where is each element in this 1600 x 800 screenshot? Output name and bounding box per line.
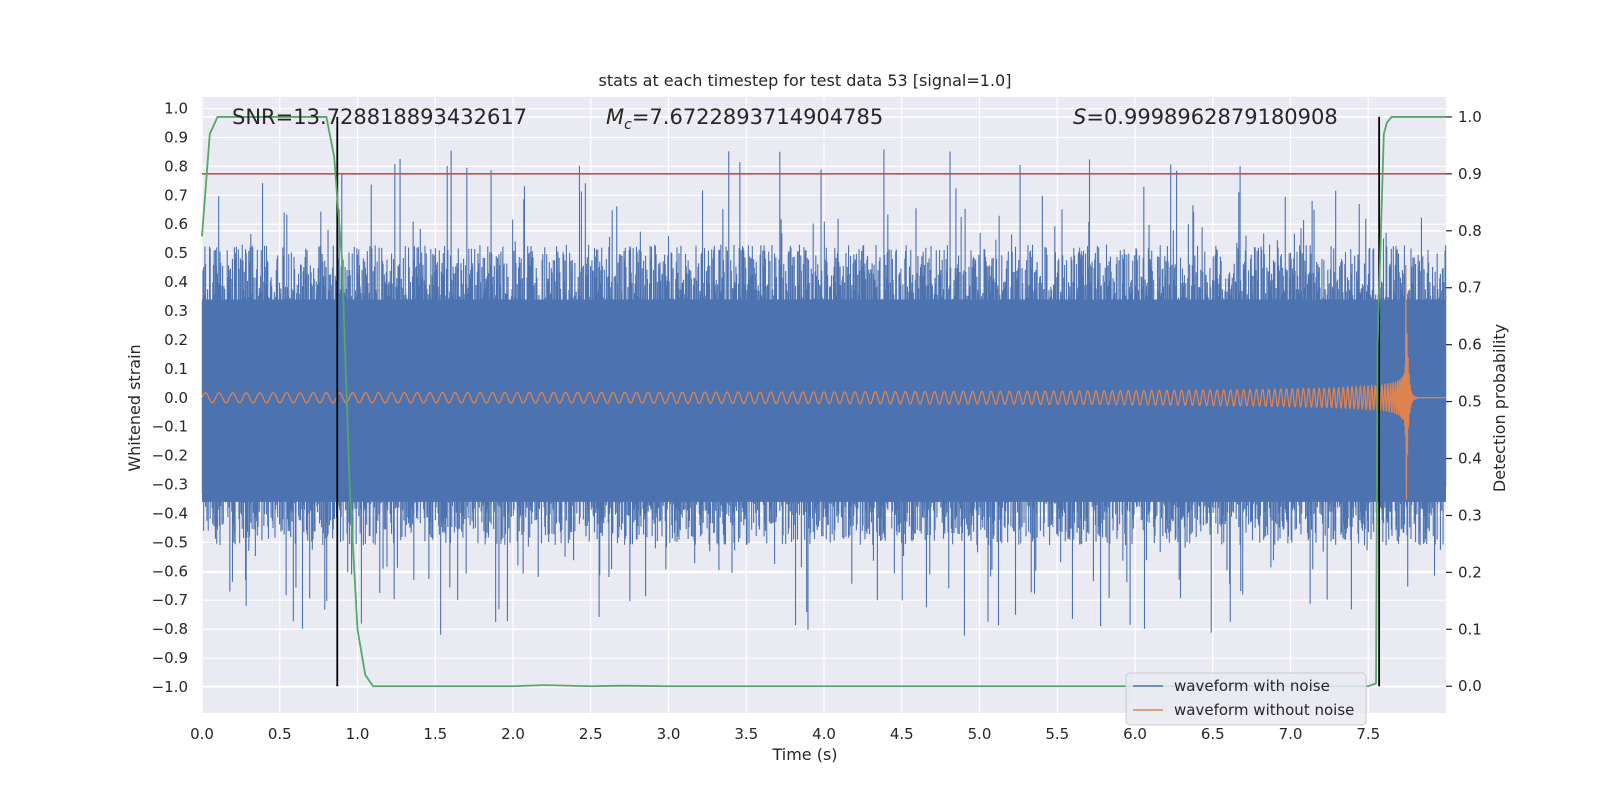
x-tick-label: 0.5 xyxy=(268,725,292,743)
y-tick-label: 0.8 xyxy=(164,157,188,175)
mc-subscript: c xyxy=(624,117,632,133)
x-axis-label: Time (s) xyxy=(771,745,837,764)
y-tick-label: −0.2 xyxy=(152,447,188,465)
x-tick-label: 7.5 xyxy=(1356,725,1380,743)
x-tick-label: 6.5 xyxy=(1201,725,1225,743)
y2-tick-label: 0.9 xyxy=(1458,165,1482,183)
y2-tick-label: 0.2 xyxy=(1458,563,1482,581)
series-detection-probability xyxy=(201,116,1446,688)
y2-tick-label: 0.4 xyxy=(1458,450,1482,468)
y-tick-label: −0.3 xyxy=(152,476,188,494)
y-tick-label: 0.1 xyxy=(164,360,188,378)
y-tick-label: 0.3 xyxy=(164,302,188,320)
y2-tick-label: 0.1 xyxy=(1458,620,1482,638)
chirp-mass-annotation: Mc=7.6722893714904785 xyxy=(606,105,883,133)
mc-symbol: M xyxy=(606,105,624,129)
x-tick-label: 1.5 xyxy=(423,725,447,743)
y2-tick-label: 0.0 xyxy=(1458,677,1482,695)
y-tick-label: −1.0 xyxy=(152,678,188,696)
legend-label-noise: waveform with noise xyxy=(1174,677,1330,695)
y-axis-label: Whitened strain xyxy=(125,344,144,471)
x-tick-label: 6.0 xyxy=(1123,725,1147,743)
y-tick-label: −0.6 xyxy=(152,562,188,580)
y-tick-label: 0.5 xyxy=(164,244,188,262)
y2-tick-label: 0.5 xyxy=(1458,393,1482,411)
s-symbol: S xyxy=(1073,105,1086,129)
y-tick-label: −0.8 xyxy=(152,620,188,638)
y2-tick-label: 0.7 xyxy=(1458,279,1482,297)
y-tick-label: 0.6 xyxy=(164,215,188,233)
y-tick-label: 1.0 xyxy=(164,100,188,118)
y-tick-label: 0.2 xyxy=(164,331,188,349)
y-tick-labels: 1.0 0.9 0.8 0.7 0.6 0.5 0.4 0.3 0.2 0.1 0.0 −0.1 −0.… xyxy=(152,100,188,696)
x-tick-label: 2.5 xyxy=(579,725,603,743)
mc-value: =7.6722893714904785 xyxy=(632,105,883,129)
y-tick-label: 0.4 xyxy=(164,273,188,291)
y-tick-label: −0.7 xyxy=(152,591,188,609)
snr-annotation: SNR=13.728818893432617 xyxy=(232,105,527,129)
x-tick-label: 5.0 xyxy=(968,725,992,743)
y2-tick-label: 1.0 xyxy=(1458,108,1482,126)
y2-tick-label: 0.3 xyxy=(1458,506,1482,524)
vertical-markers xyxy=(336,116,1381,687)
x-tick-label: 4.5 xyxy=(890,725,914,743)
x-tick-label: 5.5 xyxy=(1045,725,1069,743)
s-value: =0.9998962879180908 xyxy=(1086,105,1337,129)
x-tick-label: 7.0 xyxy=(1279,725,1303,743)
y-tick-label: −0.9 xyxy=(152,649,188,667)
x-tick-labels: 0.0 0.5 1.0 1.5 2.0 2.5 3.0 3.5 4.0 4.5 5.0 5.5 6.0 6… xyxy=(190,725,1380,743)
y2-tick-label: 0.6 xyxy=(1458,336,1482,354)
signal-trace xyxy=(201,265,1446,500)
y2-tick-labels: 1.0 0.9 0.8 0.7 0.6 0.5 0.4 0.3 0.2 0.1 0.0 xyxy=(1446,108,1482,695)
y-tick-label: 0.7 xyxy=(164,186,188,204)
x-tick-label: 4.0 xyxy=(812,725,836,743)
legend: waveform with noise waveform without noi… xyxy=(1125,672,1367,726)
x-tick-label: 3.5 xyxy=(734,725,758,743)
score-annotation: S=0.9998962879180908 xyxy=(1073,105,1338,129)
y-tick-label: 0.9 xyxy=(164,128,188,146)
y2-axis-label: Detection probability xyxy=(1490,324,1509,492)
x-tick-label: 3.0 xyxy=(657,725,681,743)
y-tick-label: −0.4 xyxy=(152,504,188,522)
x-tick-label: 0.0 xyxy=(190,725,214,743)
y-tick-label: 0.0 xyxy=(164,389,188,407)
x-tick-label: 1.0 xyxy=(346,725,370,743)
y2-tick-label: 0.8 xyxy=(1458,222,1482,240)
series-waveform-without-noise xyxy=(201,265,1446,500)
legend-label-signal: waveform without noise xyxy=(1174,701,1354,719)
legend-box xyxy=(1125,672,1367,726)
chart-title: stats at each timestep for test data 53 … xyxy=(599,71,1012,90)
y-tick-label: −0.5 xyxy=(152,533,188,551)
x-tick-label: 2.0 xyxy=(501,725,525,743)
y-tick-label: −0.1 xyxy=(152,418,188,436)
series-waveform-with-noise xyxy=(201,149,1447,636)
